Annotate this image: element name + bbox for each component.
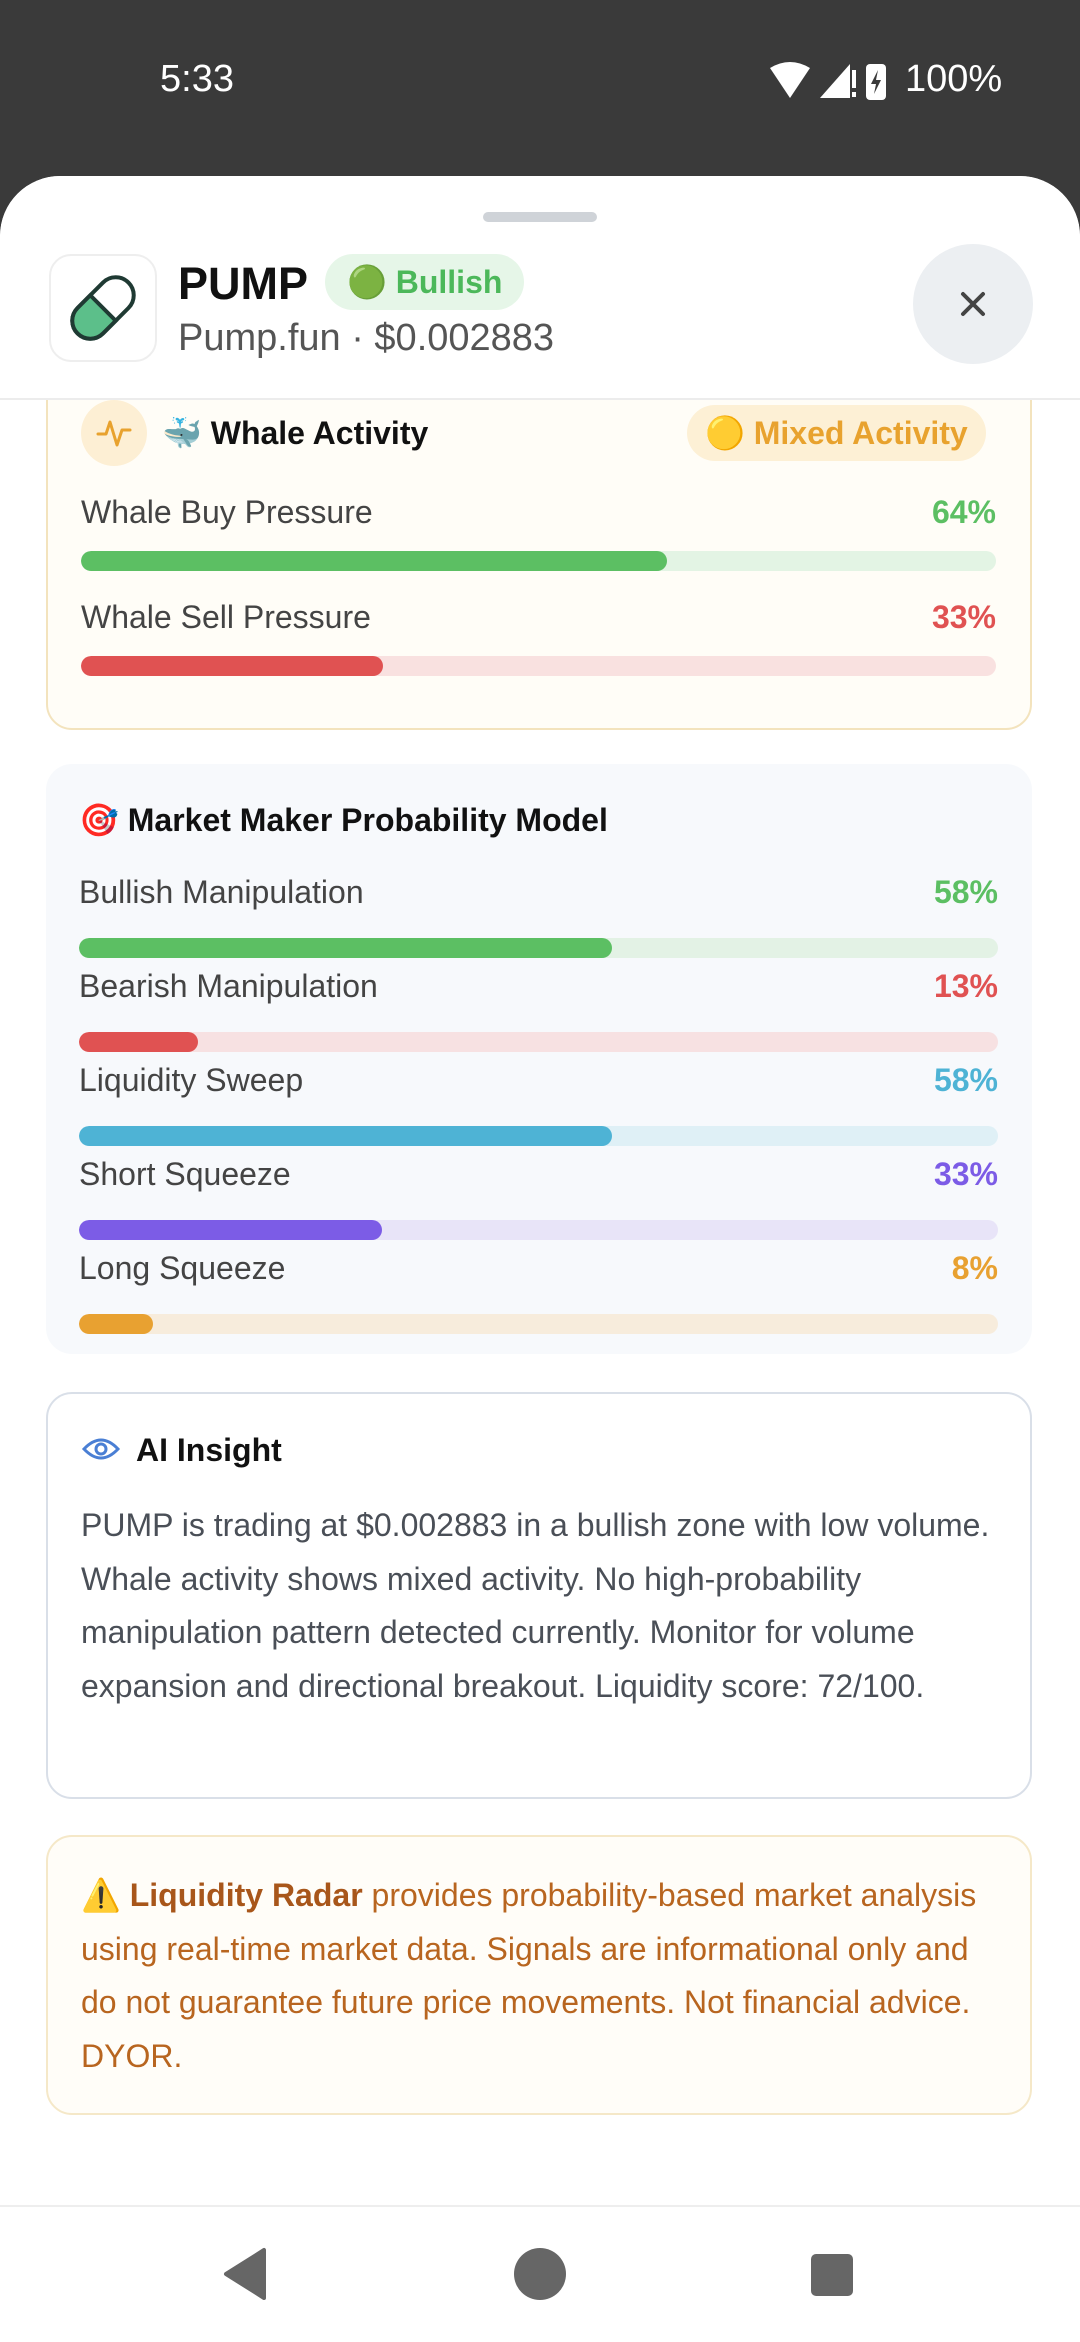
progress-fill: [81, 551, 667, 571]
progress-track: [81, 656, 996, 676]
metric-value: 64%: [931, 494, 996, 530]
progress-track: [79, 1314, 998, 1334]
card-title: AI Insight: [136, 1432, 282, 1468]
metric-label: Bearish Manipulation: [79, 968, 378, 1004]
disclaimer-body: provides probability-based market analys…: [81, 1877, 977, 2075]
sheet-header: PUMP 🟢 Bullish Pump.fun · $0.002883: [0, 176, 1080, 400]
metric-label: Whale Buy Pressure: [81, 494, 373, 530]
metric-value: 58%: [933, 1062, 998, 1098]
progress-fill: [79, 1126, 613, 1146]
metric-label: Short Squeeze: [79, 1156, 291, 1192]
status-badge: 🟡 Mixed Activity: [687, 405, 986, 461]
navigation-bar: [0, 2205, 1080, 2342]
progress-fill: [81, 656, 383, 676]
metric-label: Long Squeeze: [79, 1250, 286, 1286]
pulse-icon: [81, 400, 147, 466]
progress-fill: [79, 1220, 383, 1240]
eye-icon: [81, 1438, 121, 1460]
metric-label: Whale Sell Pressure: [81, 599, 371, 635]
card-title: 🐳 Whale Activity: [162, 415, 429, 451]
recents-button[interactable]: [801, 2244, 861, 2304]
metric-value: 58%: [933, 874, 998, 910]
model-card: 🎯 Market Maker Probability Model Bullish…: [46, 764, 1032, 1354]
progress-fill: [79, 1032, 199, 1052]
whale-card: 🐳 Whale Activity 🟡 Mixed Activity Whale …: [46, 372, 1032, 730]
close-button[interactable]: [913, 244, 1033, 364]
card-title: 🎯 Market Maker Probability Model: [79, 802, 608, 838]
progress-track: [81, 551, 996, 571]
token-subtitle: Pump.fun · $0.002883: [178, 317, 555, 359]
insight-card: AI Insight PUMP is trading at $0.002883 …: [46, 1392, 1032, 1799]
progress-fill: [79, 938, 613, 958]
battery-level: 100%: [905, 58, 1003, 100]
metric-value: 8%: [951, 1250, 998, 1286]
status-bar: 5:33 100%: [0, 0, 1080, 176]
progress-fill: [79, 1314, 153, 1334]
insight-text: PUMP is trading at $0.002883 in a bullis…: [81, 1507, 990, 1705]
metric-value: 13%: [933, 968, 998, 1004]
token-ticker: PUMP: [178, 258, 309, 309]
token-logo: [49, 254, 157, 362]
pill-icon: [70, 275, 136, 341]
disclaimer-card: ⚠️ Liquidity Radar provides probability-…: [46, 1835, 1032, 2115]
disclaimer-text: ⚠️ Liquidity Radar provides probability-…: [81, 1869, 1001, 2084]
disclaimer-lead: ⚠️ Liquidity Radar: [81, 1877, 363, 1913]
sheet-content: 🐳 Whale Activity 🟡 Mixed Activity Whale …: [0, 176, 1080, 2206]
metric-label: Bullish Manipulation: [79, 874, 364, 910]
progress-track: [79, 1032, 998, 1052]
bottom-sheet: 🐳 Whale Activity 🟡 Mixed Activity Whale …: [0, 176, 1080, 2206]
progress-track: [79, 1126, 998, 1146]
progress-track: [79, 938, 998, 958]
close-icon: [961, 292, 985, 316]
status-icons: [770, 62, 886, 100]
metric-label: Liquidity Sweep: [79, 1062, 304, 1098]
metric-value: 33%: [931, 599, 996, 635]
back-button[interactable]: [216, 2244, 276, 2304]
clock: 5:33: [160, 58, 234, 100]
metric-value: 33%: [933, 1156, 998, 1192]
home-button[interactable]: [510, 2244, 570, 2304]
drag-handle[interactable]: [483, 212, 597, 222]
trend-badge: 🟢 Bullish: [325, 254, 525, 310]
progress-track: [79, 1220, 998, 1240]
